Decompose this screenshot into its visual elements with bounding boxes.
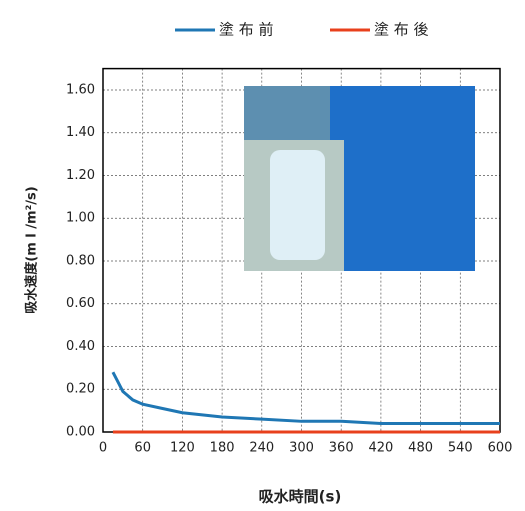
photo-detail [270,150,325,260]
y-tick-label: 0.60 [66,296,95,311]
y-tick-label: 1.60 [66,82,95,97]
legend-label: 塗 布 後 [374,21,429,39]
x-tick-label: 360 [329,441,354,456]
legend-label: 塗 布 前 [219,21,274,39]
data-line [113,372,500,423]
y-axis-title: 吸水速度(m l /m²/s) [24,186,40,313]
x-tick-label: 480 [408,441,433,456]
x-tick-label: 240 [249,441,274,456]
y-tick-label: 0.20 [66,382,95,397]
y-tick-label: 1.20 [66,168,95,183]
y-tick-label: 1.40 [66,125,95,140]
x-tick-label: 180 [210,441,235,456]
x-tick-label: 0 [99,441,107,456]
chart: 吸水速度(m l /m²/s) 吸水時間(s) 0.00 0.20 0.40 0.60… [0,0,525,507]
photo-detail [330,86,475,271]
x-tick-label: 540 [448,441,473,456]
x-tick-label: 60 [134,441,151,456]
x-tick-label: 600 [488,441,513,456]
y-tick-label: 0.40 [66,339,95,354]
x-tick-label: 420 [368,441,393,456]
y-tick-label: 0.00 [66,425,95,440]
y-tick-label: 1.00 [66,211,95,226]
x-axis-title: 吸水時間(s) [259,488,342,506]
y-tick-label: 0.80 [66,253,95,268]
x-tick-label: 300 [289,441,314,456]
x-tick-label: 120 [170,441,195,456]
